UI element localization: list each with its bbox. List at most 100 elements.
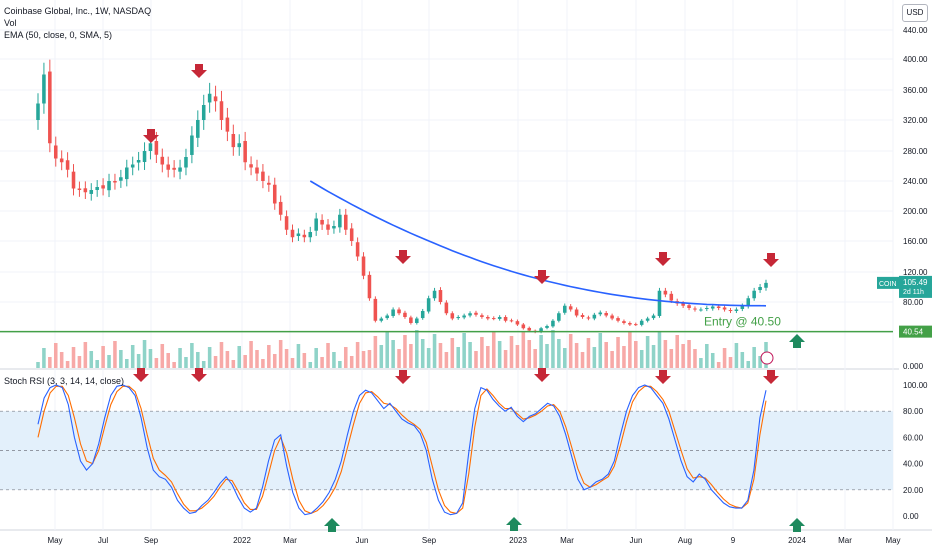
volume-bar [580, 352, 585, 368]
volume-bar [130, 345, 135, 368]
candle-body [154, 141, 159, 155]
candle-body [36, 103, 40, 120]
ticker-tag-box [877, 276, 899, 289]
vol-axis-box [899, 361, 932, 371]
candle-body [338, 214, 342, 228]
volume-bar [148, 349, 153, 368]
candle-body [196, 120, 200, 138]
time-tick-label: Sep [144, 536, 159, 545]
sell-arrow-icon [534, 368, 550, 382]
time-tick-label: Mar [283, 536, 297, 545]
candle-body [480, 315, 484, 317]
candle-body [190, 135, 194, 155]
volume-bar [474, 351, 478, 368]
vol-tick-label: 0.000 [903, 362, 924, 371]
candle-body [249, 164, 253, 168]
candle-body [59, 158, 64, 163]
candle-body [243, 141, 247, 163]
candle-body [545, 326, 549, 328]
vol-legend: Vol [4, 18, 17, 28]
volume-bar [272, 354, 277, 368]
sell-arrow-icon [655, 370, 671, 384]
stoch-k-line [37, 384, 767, 516]
volume-bar [740, 352, 745, 368]
volume-bar [190, 343, 194, 368]
candle-body [201, 105, 206, 120]
candle-body [604, 312, 608, 316]
countdown-tag: 2d 11h [903, 289, 924, 296]
volume-bar [201, 361, 206, 368]
volume-bar [716, 362, 721, 368]
volume-bar [521, 331, 526, 368]
candle-body [716, 306, 721, 308]
time-tick-label: Jun [630, 536, 643, 545]
price-tag-box [899, 275, 932, 298]
volume-bar [604, 342, 608, 368]
candle-body [53, 145, 58, 159]
candle-body [557, 313, 561, 321]
candle-body [296, 233, 301, 237]
volume-bar [231, 360, 236, 368]
candle-body [663, 290, 668, 295]
candle-body [539, 328, 543, 332]
volume-bar [734, 343, 739, 368]
candle-body [586, 317, 591, 319]
sell-arrow-icon [143, 129, 159, 143]
volume-bar [681, 344, 685, 368]
volume-bar [83, 342, 88, 368]
candle-body [746, 298, 751, 307]
volume-bar [136, 354, 141, 368]
volume-bar [634, 341, 638, 368]
volume-bar [42, 348, 46, 368]
buy-arrow-icon [789, 334, 805, 348]
candle-body [462, 315, 466, 318]
volume-bar [154, 358, 159, 368]
volume-bar [89, 351, 94, 368]
candle-body [314, 218, 318, 231]
volume-bar [568, 334, 573, 368]
candle-body [125, 167, 129, 180]
candle-body [213, 96, 218, 102]
candle-body [740, 305, 745, 309]
volume-bar [302, 353, 307, 368]
volume-bar [409, 344, 413, 368]
volume-bar [326, 343, 330, 368]
volume-bar [125, 359, 129, 368]
candle-body [320, 219, 324, 225]
buy-arrow-icon [324, 518, 340, 532]
lightning-icon [760, 351, 774, 365]
volume-bar [663, 340, 668, 368]
price-tick-label: 200.00 [903, 207, 928, 216]
time-tick-label: Mar [838, 536, 852, 545]
candle-body [255, 167, 259, 174]
volume-bar [59, 352, 64, 368]
volume-bar [420, 339, 425, 368]
sell-arrow-icon [191, 368, 207, 382]
candle-body [610, 315, 614, 319]
volume-bar [355, 342, 360, 368]
candle-body [521, 324, 526, 329]
candle-body [113, 181, 117, 183]
candle-body [486, 317, 490, 319]
volume-bar [610, 351, 614, 368]
time-tick-label: 2022 [233, 536, 251, 545]
candle-body [515, 321, 520, 325]
candle-body [456, 317, 461, 319]
volume-bar [237, 346, 242, 368]
volume-bar [728, 357, 733, 368]
candle-body [261, 171, 265, 181]
price-tick-label: 320.00 [903, 116, 928, 125]
volume-bar [278, 340, 283, 368]
candle-body [231, 133, 236, 148]
price-tick-label: 240.00 [903, 177, 928, 186]
candle-body [267, 182, 271, 185]
candle-body [651, 315, 656, 319]
sell-arrow-icon [763, 370, 779, 384]
candle-body [444, 302, 449, 314]
candle-body [308, 232, 313, 238]
time-tick-label: Jun [356, 536, 369, 545]
volume-bar [184, 357, 188, 368]
volume-bar [693, 349, 697, 368]
currency-button[interactable]: USD [902, 4, 928, 22]
